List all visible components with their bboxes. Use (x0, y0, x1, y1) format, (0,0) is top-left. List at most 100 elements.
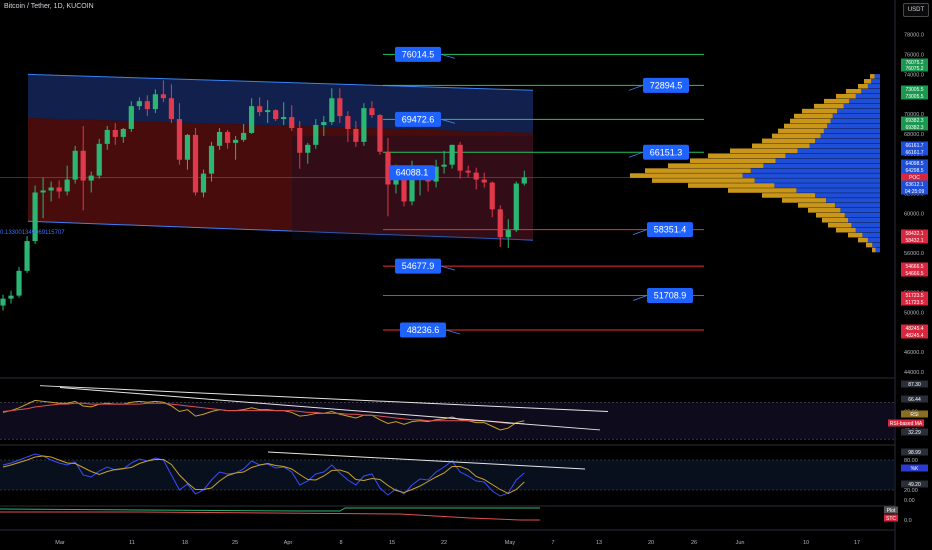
currency-button[interactable]: USDT (903, 3, 929, 17)
candle-body (433, 166, 439, 182)
candle-body (249, 106, 255, 133)
candle-body (48, 187, 54, 191)
volume-profile-bar (814, 103, 844, 109)
candle-body (120, 128, 126, 137)
price-axis-badge (901, 92, 928, 100)
target-price-text: 66151.3 (650, 147, 683, 157)
rsi-axis-badge-text: 32.29 (908, 430, 921, 436)
time-axis-tick: 15 (389, 540, 395, 546)
price-axis-badge (901, 141, 928, 149)
stoch-axis-badge (901, 448, 928, 456)
candle-body (401, 175, 407, 202)
candle-body (144, 101, 150, 110)
rsi-series-line (2, 402, 525, 424)
volume-profile-bar (848, 232, 863, 238)
time-axis-tick: Jun (736, 540, 745, 546)
label-pointer (440, 265, 456, 271)
stoch-axis-badge-text: 98.99 (908, 450, 921, 456)
candle-body (152, 94, 158, 110)
volume-profile-bar (775, 158, 880, 164)
volume-profile-bar (809, 143, 880, 149)
stoch-axis-badge (901, 464, 928, 472)
candle-body (489, 182, 495, 210)
volume-profile-bar (815, 138, 880, 144)
candle-body (224, 131, 231, 143)
volume-profile-bar (816, 212, 845, 218)
volume-profile-bar (802, 108, 838, 114)
volume-profile-bar (790, 118, 831, 124)
candle-body (32, 192, 38, 242)
candle-body (192, 134, 199, 193)
target-price-text: 72894.5 (650, 80, 683, 90)
price-axis-tick: 56000.0 (904, 251, 924, 257)
candle-body (128, 106, 134, 129)
volume-profile-bar (834, 203, 880, 208)
price-axis-badge (901, 166, 928, 174)
price-axis-badge (901, 236, 928, 244)
candle-body (297, 127, 303, 153)
volume-profile-bar (778, 128, 824, 134)
candle-body (441, 164, 447, 167)
time-axis-tick: 25 (232, 540, 238, 546)
target-price-text: 69472.6 (402, 114, 435, 124)
stc-axis-tick: 0.0 (904, 518, 912, 524)
volume-profile-bar (772, 133, 821, 139)
price-axis-badge-text: 66161.7 (905, 143, 923, 149)
price-axis-badge-text: 69382.3 (905, 118, 923, 124)
price-axis-tick: 68000.0 (904, 132, 924, 138)
candle-body (449, 144, 455, 165)
candle-body (24, 241, 30, 271)
candle-body (184, 134, 191, 160)
time-axis-tick: Apr (284, 540, 293, 546)
volume-profile-bar (832, 113, 880, 119)
price-axis-badge (901, 187, 928, 195)
volume-profile-bar (848, 217, 880, 223)
candle-body (313, 125, 319, 145)
price-axis-badge (901, 159, 928, 167)
volume-profile-bar (796, 188, 880, 193)
label-pointer (440, 54, 456, 59)
volume-profile-bar (690, 158, 776, 164)
candle-body (241, 132, 247, 140)
volume-profile-bar (708, 153, 786, 159)
label-pointer (632, 229, 648, 236)
stoch-series-line (2, 455, 525, 495)
chart-title: Bitcoin / Tether, 1D, KUCOIN (4, 3, 94, 10)
price-axis-badge-text: 73005.5 (905, 87, 923, 93)
target-price-label (395, 46, 441, 62)
volume-profile-bar (846, 88, 862, 94)
volume-profile-bar (875, 247, 880, 253)
candle-body (337, 98, 343, 117)
target-price-text: 64088.1 (396, 168, 429, 178)
price-axis-badge (901, 331, 928, 339)
time-axis-tick: 22 (441, 540, 447, 546)
price-axis-badge-text: 64298.5 (905, 168, 923, 174)
label-pointer (628, 151, 644, 158)
volume-profile-bar (797, 148, 880, 154)
price-axis-tick: 74000.0 (904, 72, 924, 78)
candle-body (56, 187, 62, 192)
candle-body (273, 110, 279, 120)
price-axis-badge-text: 48245.4 (905, 333, 923, 339)
volume-profile-bar (728, 188, 797, 193)
volume-profile-bar (864, 79, 872, 84)
volume-profile-bar (752, 143, 810, 149)
candle-body (40, 190, 46, 193)
volume-profile-bar (861, 88, 880, 94)
channel-top-line (27, 73, 534, 91)
volume-profile-bar (798, 203, 835, 208)
volume-profile-bar (750, 168, 880, 173)
target-price-label (395, 111, 441, 127)
label-pointer (440, 118, 456, 124)
volume-profile-bar (784, 123, 828, 129)
volume-profile-bar (844, 212, 880, 218)
volume-profile-bar (645, 168, 751, 173)
target-price-label (643, 144, 689, 160)
volume-profile-bar (874, 74, 880, 79)
price-axis-tick: 50000.0 (904, 311, 924, 317)
price-axis-badge-text: 58432.1 (905, 238, 923, 244)
price-axis-badge (901, 262, 928, 270)
time-axis-tick: 10 (803, 540, 809, 546)
time-axis-tick: 18 (182, 540, 188, 546)
